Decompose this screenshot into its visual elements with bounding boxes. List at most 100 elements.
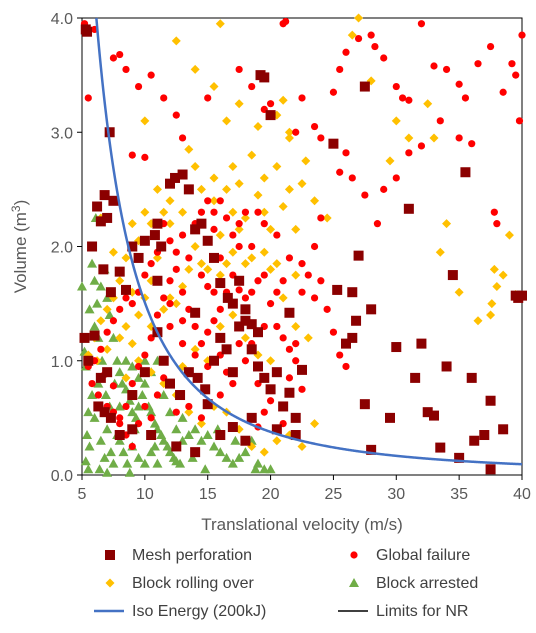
data-point xyxy=(109,382,118,390)
data-point xyxy=(317,134,325,142)
data-point xyxy=(273,231,281,239)
data-point xyxy=(209,196,219,206)
data-point xyxy=(227,367,238,378)
data-point xyxy=(272,162,282,172)
data-point xyxy=(259,207,269,217)
data-point xyxy=(178,134,187,142)
data-point xyxy=(166,300,174,308)
data-point xyxy=(190,162,200,172)
data-point xyxy=(153,311,162,319)
data-point xyxy=(209,82,219,92)
data-point xyxy=(93,378,104,388)
data-point xyxy=(202,399,213,410)
data-point xyxy=(278,202,288,212)
data-point xyxy=(139,367,150,378)
data-point xyxy=(137,390,148,400)
data-point xyxy=(265,110,276,121)
data-point xyxy=(323,305,331,313)
data-point xyxy=(87,241,98,252)
data-point xyxy=(127,407,138,417)
data-point xyxy=(230,435,241,445)
data-point xyxy=(354,34,363,43)
legend-marker xyxy=(105,550,115,560)
data-point xyxy=(139,378,150,388)
data-point xyxy=(259,372,270,383)
data-point xyxy=(171,299,181,309)
data-point xyxy=(234,179,244,189)
data-point xyxy=(351,315,362,326)
data-point xyxy=(292,128,300,136)
data-point xyxy=(104,310,115,320)
data-point xyxy=(284,184,294,194)
data-point xyxy=(359,399,370,410)
data-point xyxy=(266,224,276,234)
data-point xyxy=(241,208,250,216)
data-point xyxy=(512,71,520,79)
data-point xyxy=(105,447,116,457)
data-point xyxy=(141,351,149,359)
legend-label: Global failure xyxy=(376,547,470,564)
data-point xyxy=(266,356,276,366)
data-point xyxy=(166,277,174,285)
data-point xyxy=(165,178,175,189)
data-point xyxy=(197,414,206,422)
data-point xyxy=(94,464,105,474)
data-point xyxy=(455,134,463,142)
data-point xyxy=(271,424,282,435)
data-point xyxy=(84,304,95,314)
data-point xyxy=(235,286,243,294)
data-point xyxy=(210,208,218,216)
data-point xyxy=(354,13,364,23)
data-point xyxy=(177,412,188,422)
data-point xyxy=(222,259,232,269)
data-point xyxy=(178,288,187,296)
data-point xyxy=(209,355,219,366)
data-point xyxy=(247,253,257,263)
data-point xyxy=(84,94,92,102)
data-point xyxy=(292,357,300,365)
x-axis-title: Translational velocity (m/s) xyxy=(201,515,403,534)
data-point xyxy=(298,288,306,296)
data-point xyxy=(234,99,244,109)
data-point xyxy=(353,250,364,261)
data-point xyxy=(234,452,245,462)
legend: Mesh perforation Global failure Block roll… xyxy=(94,547,478,620)
data-point xyxy=(197,271,206,279)
data-point xyxy=(285,374,294,382)
data-point xyxy=(94,391,102,399)
data-point xyxy=(492,281,502,291)
data-point xyxy=(190,344,200,354)
data-point xyxy=(254,208,262,216)
data-point xyxy=(149,230,160,241)
data-point xyxy=(190,447,201,458)
data-point xyxy=(128,151,136,159)
data-point xyxy=(485,464,496,475)
data-point xyxy=(486,42,495,51)
data-point xyxy=(278,401,289,412)
data-point xyxy=(139,355,150,365)
data-point xyxy=(504,230,514,240)
data-point xyxy=(166,237,174,245)
data-point xyxy=(146,447,157,457)
data-point xyxy=(152,218,163,229)
data-point xyxy=(102,467,113,477)
data-point xyxy=(122,458,133,468)
data-point xyxy=(114,401,125,411)
data-point xyxy=(253,122,263,132)
data-point xyxy=(192,372,203,383)
data-point xyxy=(128,442,136,451)
data-point xyxy=(99,452,110,462)
data-point xyxy=(165,219,175,229)
data-point xyxy=(210,225,218,233)
data-point xyxy=(114,435,125,445)
x-tick-label: 15 xyxy=(199,486,217,503)
data-point xyxy=(423,99,433,109)
data-point xyxy=(222,214,231,222)
legend-label: Mesh perforation xyxy=(132,547,252,564)
data-point xyxy=(373,220,382,228)
data-point xyxy=(112,355,123,365)
data-point xyxy=(259,173,269,183)
data-point xyxy=(259,247,269,257)
data-point xyxy=(215,19,225,29)
data-point xyxy=(178,231,187,239)
